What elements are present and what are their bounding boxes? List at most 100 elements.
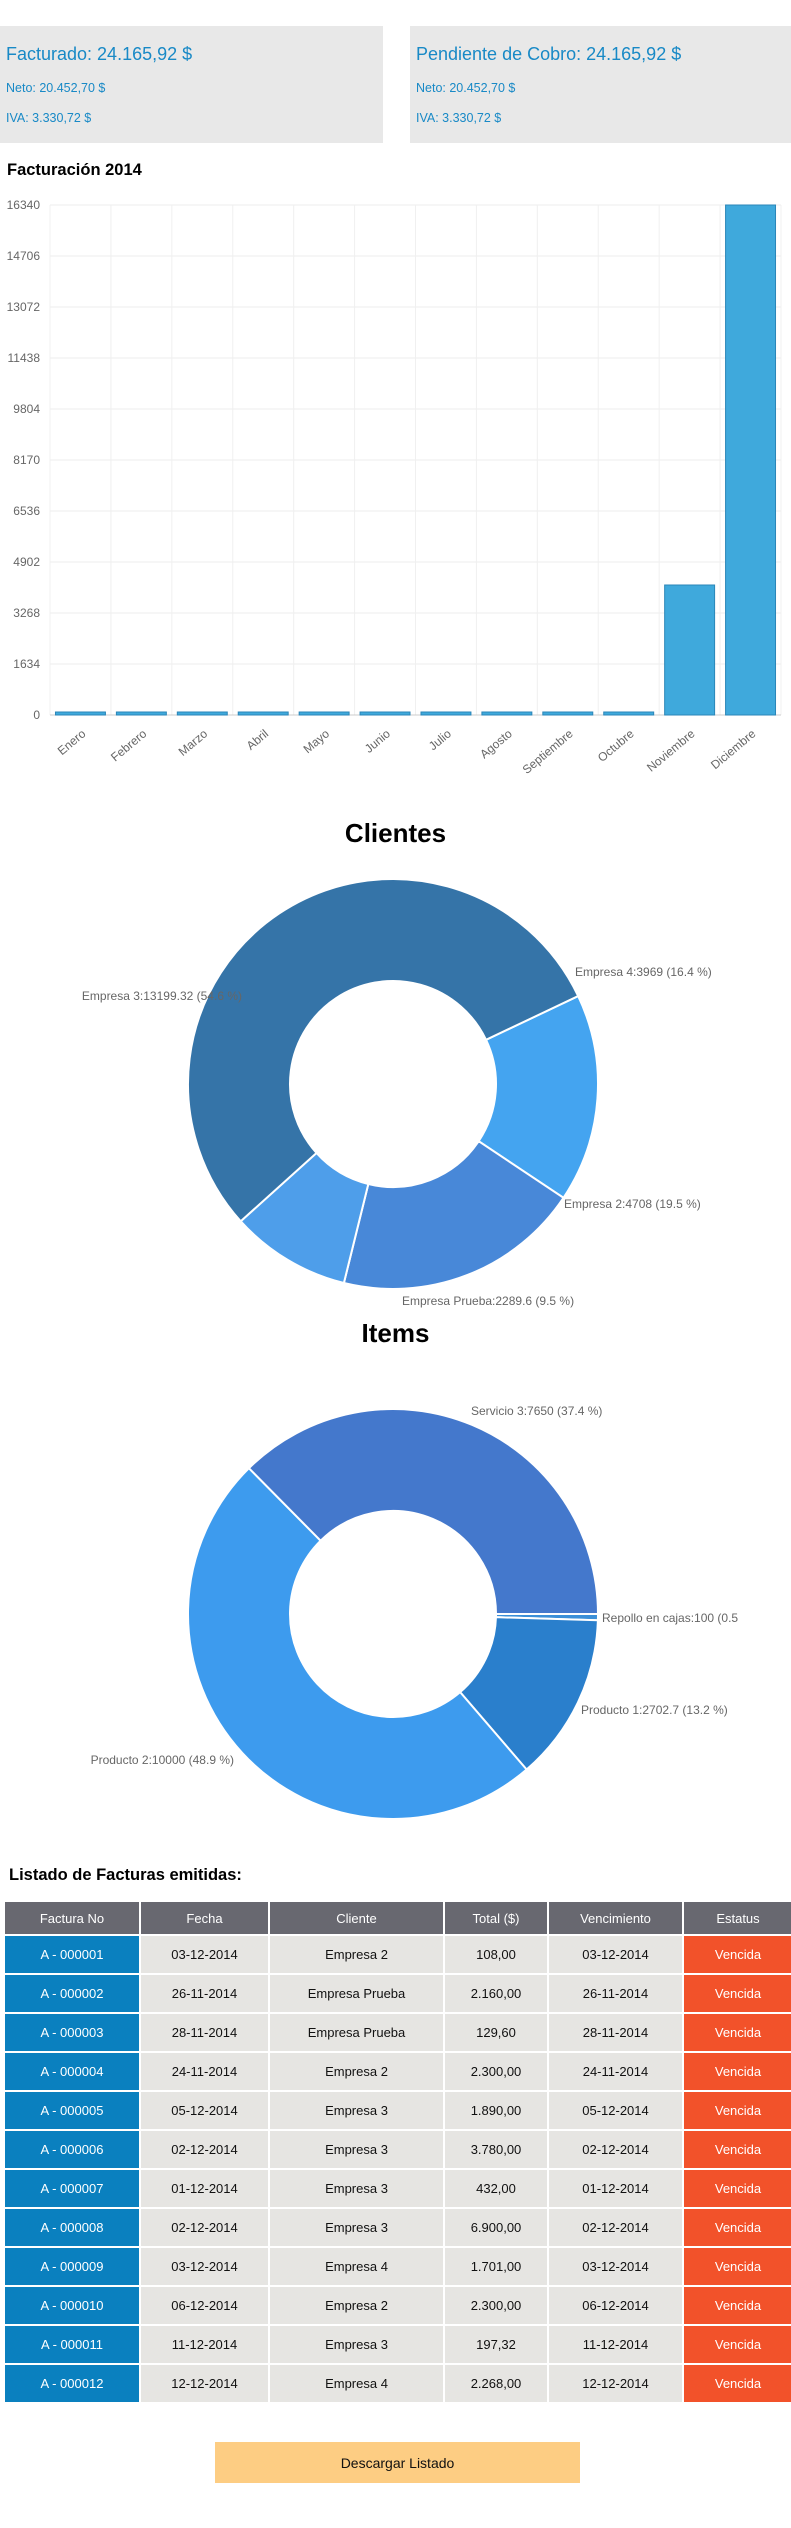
donut-slice[interactable]	[187, 878, 580, 1223]
invoice-number-cell[interactable]: A - 000003	[5, 2014, 139, 2051]
x-tick-label: Agosto	[477, 726, 515, 761]
items-chart-title: Items	[361, 1318, 430, 1348]
x-tick-label: Mayo	[301, 726, 333, 756]
bar-enero[interactable]	[54, 711, 106, 716]
status-badge: Vencida	[684, 2014, 791, 2051]
invoice-number-cell[interactable]: A - 000011	[5, 2326, 139, 2363]
table-row[interactable]: A - 000003 28-11-2014 Empresa Prueba 129,60…	[5, 2014, 791, 2051]
table-cell: Empresa 3	[270, 2131, 443, 2168]
invoice-number-cell[interactable]: A - 000009	[5, 2248, 139, 2285]
table-row[interactable]: A - 000008 02-12-2014 Empresa 3 6.900,00 02-…	[5, 2209, 791, 2246]
slice-label: Repollo en cajas:100 (0.5	[602, 1611, 738, 1625]
table-cell: 01-12-2014	[549, 2170, 682, 2207]
table-cell: 28-11-2014	[141, 2014, 268, 2051]
column-header: Total ($)	[445, 1902, 547, 1934]
table-cell: Empresa 3	[270, 2326, 443, 2363]
y-tick-label: 6536	[13, 504, 40, 518]
column-header: Fecha	[141, 1902, 268, 1934]
table-cell: 05-12-2014	[141, 2092, 268, 2129]
billed-summary-card: Facturado: 24.165,92 $ Neto: 20.452,70 $…	[0, 26, 383, 143]
slice-label: Producto 2:10000 (48.9 %)	[91, 1753, 234, 1767]
table-cell: 02-12-2014	[141, 2209, 268, 2246]
bar-noviembre[interactable]	[664, 584, 716, 716]
status-badge: Vencida	[684, 2248, 791, 2285]
table-cell: Empresa Prueba	[270, 1975, 443, 2012]
table-row[interactable]: A - 000001 03-12-2014 Empresa 2 108,00 03-12…	[5, 1936, 791, 1973]
table-cell: 2.300,00	[445, 2287, 547, 2324]
y-tick-label: 4902	[13, 555, 40, 569]
table-row[interactable]: A - 000011 11-12-2014 Empresa 3 197,32 11-12…	[5, 2326, 791, 2363]
bar-febrero[interactable]	[115, 711, 167, 716]
slice-label: Empresa 3:13199.32 (54.6 %)	[82, 989, 242, 1003]
billing-chart-title: Facturación 2014	[7, 161, 142, 179]
table-cell: Empresa 2	[270, 2053, 443, 2090]
table-cell: 02-12-2014	[141, 2131, 268, 2168]
table-row[interactable]: A - 000005 05-12-2014 Empresa 3 1.890,00 05-…	[5, 2092, 791, 2129]
table-cell: 06-12-2014	[549, 2287, 682, 2324]
y-tick-label: 9804	[13, 402, 40, 416]
y-tick-label: 1634	[13, 657, 40, 671]
table-cell: 1.701,00	[445, 2248, 547, 2285]
bar-mayo[interactable]	[298, 711, 350, 716]
status-badge: Vencida	[684, 2092, 791, 2129]
invoice-number-cell[interactable]: A - 000005	[5, 2092, 139, 2129]
slice-label: Empresa 4:3969 (16.4 %)	[575, 965, 712, 979]
table-cell: 03-12-2014	[549, 1936, 682, 1973]
table-row[interactable]: A - 000009 03-12-2014 Empresa 4 1.701,00 03-…	[5, 2248, 791, 2285]
table-cell: Empresa 2	[270, 1936, 443, 1973]
y-tick-label: 11438	[8, 351, 41, 365]
table-cell: 06-12-2014	[141, 2287, 268, 2324]
x-tick-label: Julio	[426, 726, 454, 753]
status-badge: Vencida	[684, 2287, 791, 2324]
x-tick-label: Enero	[55, 726, 89, 758]
clients-chart-title: Clientes	[344, 818, 447, 848]
bar-agosto[interactable]	[481, 711, 533, 716]
table-cell: 03-12-2014	[549, 2248, 682, 2285]
table-cell: 129,60	[445, 2014, 547, 2051]
donut-slice[interactable]	[342, 1139, 565, 1290]
donut-slice[interactable]	[187, 1466, 529, 1820]
status-badge: Vencida	[684, 2170, 791, 2207]
table-cell: Empresa 4	[270, 2248, 443, 2285]
table-cell: 12-12-2014	[549, 2365, 682, 2402]
bar-diciembre[interactable]	[725, 204, 777, 716]
invoice-number-cell[interactable]: A - 000001	[5, 1936, 139, 1973]
invoice-number-cell[interactable]: A - 000002	[5, 1975, 139, 2012]
invoice-number-cell[interactable]: A - 000007	[5, 2170, 139, 2207]
table-row[interactable]: A - 000002 26-11-2014 Empresa Prueba 2.160,…	[5, 1975, 791, 2012]
bar-septiembre[interactable]	[542, 711, 594, 716]
table-cell: 03-12-2014	[141, 1936, 268, 1973]
table-cell: 03-12-2014	[141, 2248, 268, 2285]
invoice-number-cell[interactable]: A - 000004	[5, 2053, 139, 2090]
invoice-number-cell[interactable]: A - 000006	[5, 2131, 139, 2168]
bar-marzo[interactable]	[176, 711, 228, 716]
slice-label: Servicio 3:7650 (37.4 %)	[471, 1404, 602, 1418]
table-cell: 11-12-2014	[141, 2326, 268, 2363]
table-cell: 28-11-2014	[549, 2014, 682, 2051]
pending-iva: IVA: 3.330,72 $	[416, 111, 502, 125]
table-cell: Empresa 2	[270, 2287, 443, 2324]
download-list-button[interactable]: Descargar Listado	[215, 2442, 580, 2483]
table-row[interactable]: A - 000010 06-12-2014 Empresa 2 2.300,00 06-…	[5, 2287, 791, 2324]
pending-total: Pendiente de Cobro: 24.165,92 $	[416, 44, 682, 64]
invoice-number-cell[interactable]: A - 000008	[5, 2209, 139, 2246]
table-header-row: Factura No Fecha Cliente Total ($) Vencimien…	[5, 1902, 791, 1934]
donut-slice[interactable]	[477, 994, 599, 1200]
donut-slice[interactable]	[247, 1408, 600, 1615]
status-badge: Vencida	[684, 2131, 791, 2168]
x-tick-label: Noviembre	[644, 726, 698, 774]
table-row[interactable]: A - 000004 24-11-2014 Empresa 2 2.300,00 24-…	[5, 2053, 791, 2090]
table-row[interactable]: A - 000007 01-12-2014 Empresa 3 432,00 01-12…	[5, 2170, 791, 2207]
invoice-number-cell[interactable]: A - 000012	[5, 2365, 139, 2402]
table-row[interactable]: A - 000006 02-12-2014 Empresa 3 3.780,00 02-…	[5, 2131, 791, 2168]
bar-junio[interactable]	[359, 711, 411, 716]
table-cell: 24-11-2014	[549, 2053, 682, 2090]
y-tick-label: 0	[33, 708, 40, 722]
invoice-number-cell[interactable]: A - 000010	[5, 2287, 139, 2324]
bar-julio[interactable]	[420, 711, 472, 716]
bar-octubre[interactable]	[603, 711, 655, 716]
table-cell: 24-11-2014	[141, 2053, 268, 2090]
table-row[interactable]: A - 000012 12-12-2014 Empresa 4 2.268,00 12-…	[5, 2365, 791, 2402]
bar-abril[interactable]	[237, 711, 289, 716]
table-cell: Empresa 3	[270, 2209, 443, 2246]
